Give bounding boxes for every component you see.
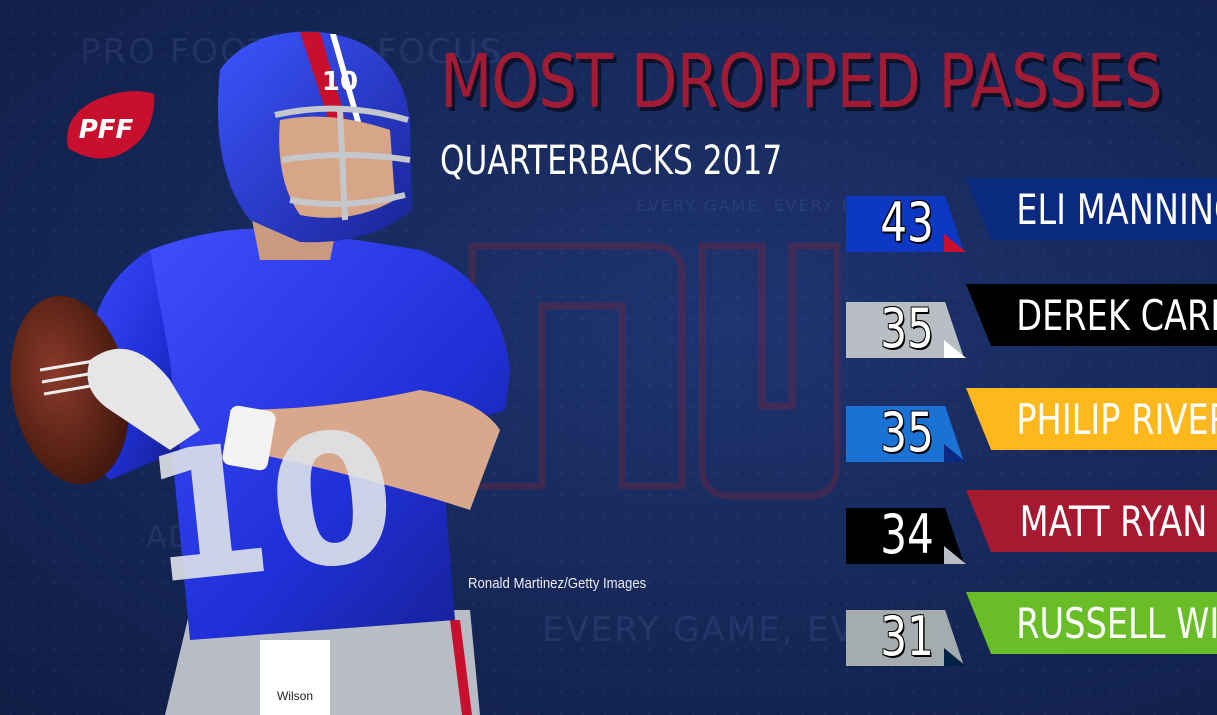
ranking-player-name: MATT RYAN <box>1019 497 1208 546</box>
ranking-name-box <box>966 388 1217 450</box>
ranking-name-box <box>966 178 1217 240</box>
page-title: MOST DROPPED PASSES <box>440 39 1163 125</box>
pff-logo-text: PFF <box>79 115 134 145</box>
helmet-number: 10 <box>322 67 358 97</box>
ranking-value: 35 <box>880 297 934 360</box>
team-logo-watermark <box>468 242 841 500</box>
photo-credit: Ronald Martinez/Getty Images <box>468 575 647 592</box>
ranking-item: 35 PHILIP RIVERS <box>846 388 1217 464</box>
ranking-item: 34 MATT RYAN <box>846 490 1217 566</box>
ranking-player-name: ELI MANNING <box>1016 185 1217 234</box>
background-watermark-text: EVERY GAME, EVERY PLAYER <box>636 196 914 215</box>
ranking-value: 43 <box>880 191 934 254</box>
ranking-value: 34 <box>880 503 934 566</box>
ranking-name-box <box>966 284 1217 346</box>
page-subtitle: QUARTERBACKS 2017 <box>440 138 783 184</box>
ranking-name-box <box>966 592 1217 654</box>
ranking-player-name: DEREK CARR <box>1016 291 1217 340</box>
belt-brand: Wilson <box>277 689 313 703</box>
ranking-player-name: RUSSELL WILSON <box>1016 599 1217 648</box>
pff-logo: PFF <box>67 91 155 159</box>
ranking-item: 35 DEREK CARR <box>846 284 1217 360</box>
ranking-value: 31 <box>880 605 934 668</box>
ranking-item: 31 RUSSELL WILSON <box>846 592 1217 668</box>
player-photo: Wilson 10 10 <box>10 31 510 715</box>
ranking-item: 43 ELI MANNING <box>846 178 1217 254</box>
ranking-value: 35 <box>880 401 934 464</box>
ranking-player-name: PHILIP RIVERS <box>1016 395 1217 444</box>
ranking-name-box <box>966 490 1217 552</box>
